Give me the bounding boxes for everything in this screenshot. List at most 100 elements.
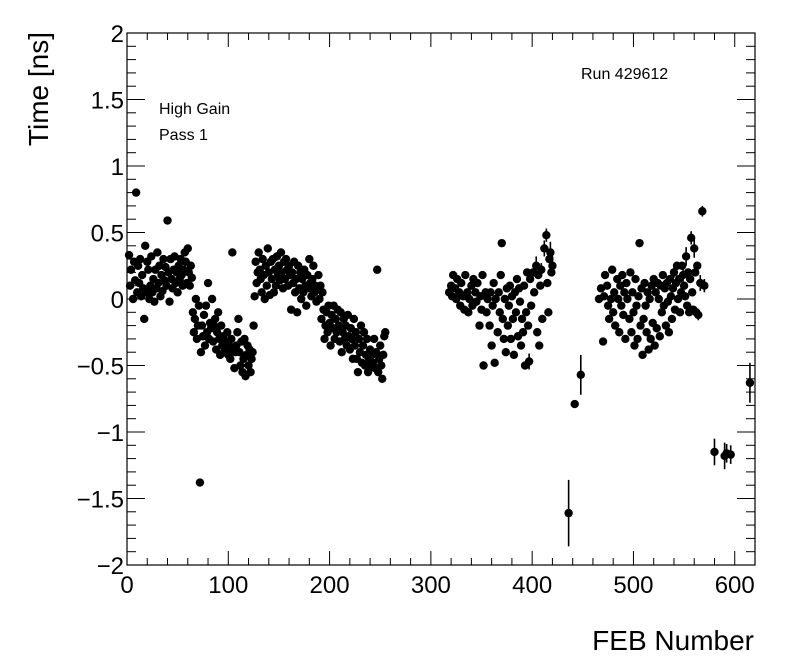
x-axis-title: FEB Number [592, 625, 754, 656]
data-point [302, 301, 311, 310]
y-tick-label: 0.5 [91, 221, 124, 248]
data-point [538, 314, 547, 324]
data-point [343, 310, 353, 320]
data-point [664, 328, 674, 337]
data-point [125, 281, 135, 290]
data-point [657, 308, 667, 317]
data-point [338, 328, 347, 337]
data-point [485, 321, 494, 330]
data-point [518, 328, 528, 337]
data-point [651, 288, 660, 297]
data-point [606, 294, 616, 304]
data-point [622, 278, 631, 288]
data-point [233, 328, 242, 337]
x-tick-label: 0 [120, 572, 133, 599]
data-point [547, 268, 556, 277]
y-tick-label: −1.5 [77, 487, 124, 514]
data-point [543, 278, 552, 288]
y-tick-label: 1.5 [91, 88, 124, 115]
data-point [644, 345, 653, 354]
data-point [620, 288, 629, 297]
data-point [635, 238, 644, 248]
data-point [495, 308, 504, 317]
data-point [496, 270, 505, 280]
data-point [540, 244, 549, 253]
data-point [536, 281, 545, 290]
data-point [673, 294, 683, 304]
data-point [515, 297, 525, 306]
data-point [617, 301, 626, 310]
data-point [679, 281, 689, 290]
data-point [604, 314, 614, 324]
data-point [504, 301, 514, 310]
data-point [144, 265, 153, 274]
y-tick-label: 1 [111, 154, 124, 181]
data-point [267, 274, 277, 284]
data-points [124, 188, 755, 518]
data-point [203, 278, 213, 288]
data-point [639, 314, 648, 324]
data-point [207, 294, 217, 304]
data-point [297, 294, 306, 304]
data-point [646, 334, 655, 344]
data-point [626, 268, 635, 277]
data-point [197, 321, 207, 330]
data-point [362, 334, 372, 344]
data-point [629, 308, 638, 317]
data-point [133, 261, 143, 270]
data-point [488, 301, 497, 310]
data-point [598, 337, 608, 346]
data-point [374, 367, 383, 377]
data-point [226, 354, 235, 364]
data-point [517, 314, 527, 324]
data-point [250, 292, 259, 301]
data-point [320, 334, 329, 344]
data-point [292, 308, 302, 317]
data-point [126, 265, 136, 274]
data-point [643, 288, 652, 297]
data-point [248, 348, 257, 357]
data-point [688, 288, 697, 297]
data-point [503, 321, 513, 330]
data-point [309, 261, 318, 270]
annotation-run-number: Run 429612 [581, 66, 668, 83]
x-tick-label: 400 [512, 572, 552, 599]
data-point [683, 268, 693, 277]
data-point [291, 274, 301, 284]
data-point [645, 294, 654, 304]
data-point [347, 334, 357, 344]
data-point [350, 341, 360, 350]
data-point [236, 361, 245, 370]
data-point [353, 367, 363, 377]
data-point [378, 374, 387, 383]
data-point [210, 314, 220, 324]
data-point [535, 341, 544, 350]
data-point [276, 248, 286, 257]
x-tick-label: 300 [411, 572, 451, 599]
data-point [358, 341, 368, 350]
data-point [642, 328, 651, 337]
data-point [501, 348, 511, 357]
data-point [305, 254, 314, 264]
x-tick-label: 600 [715, 572, 755, 599]
data-point [625, 314, 634, 324]
data-point [497, 238, 506, 248]
data-point [331, 314, 340, 324]
data-point [576, 370, 585, 380]
data-point [363, 367, 373, 377]
data-point [263, 244, 272, 253]
data-point [542, 230, 551, 240]
data-point [451, 294, 461, 304]
data-point [685, 274, 695, 284]
data-point [150, 297, 159, 306]
data-point [465, 294, 474, 304]
data-point [196, 348, 206, 357]
data-point [185, 281, 194, 290]
data-point [213, 308, 223, 317]
data-point [698, 207, 707, 216]
data-point [354, 334, 364, 344]
data-point [332, 328, 341, 337]
data-point [194, 301, 204, 310]
data-point [700, 281, 709, 290]
